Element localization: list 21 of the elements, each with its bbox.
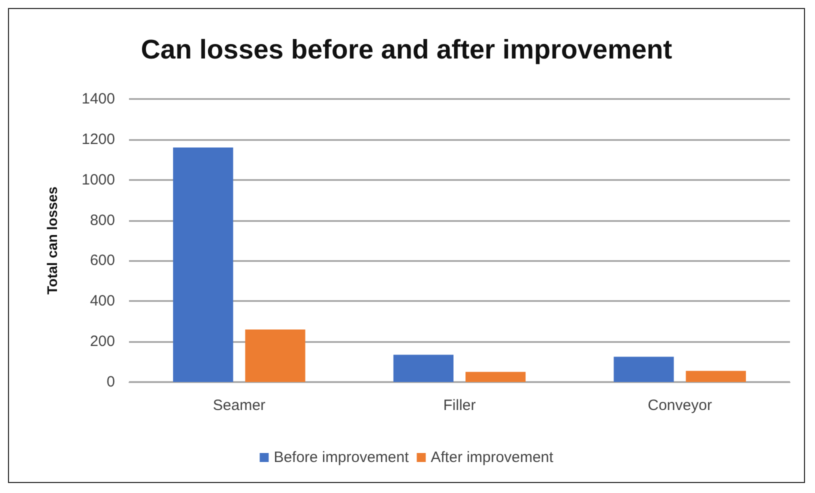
y-tick-label: 600 (90, 252, 115, 270)
y-axis-title: Total can losses (44, 186, 60, 294)
y-tick-label: 1400 (82, 90, 115, 108)
x-tick-label: Seamer (212, 397, 266, 414)
x-tick-label: Conveyor (648, 397, 712, 414)
y-tick-label: 0 (106, 374, 115, 390)
y-tick-label: 800 (90, 212, 115, 229)
legend-label: After improvement (430, 449, 554, 466)
bar (686, 370, 746, 382)
bar (245, 329, 306, 382)
bar (466, 372, 526, 382)
legend-label: Before improvement (274, 449, 410, 466)
x-tick-label: Filler (443, 397, 476, 414)
bar (393, 354, 454, 382)
y-tick-label: 1200 (82, 130, 115, 148)
chart-title: Can losses before and after improvement (140, 34, 672, 64)
y-tick-label: 1000 (82, 171, 115, 188)
bar (614, 356, 674, 382)
bar (173, 148, 234, 382)
y-tick-label: 400 (90, 292, 115, 310)
y-tick-label: 200 (90, 333, 115, 350)
